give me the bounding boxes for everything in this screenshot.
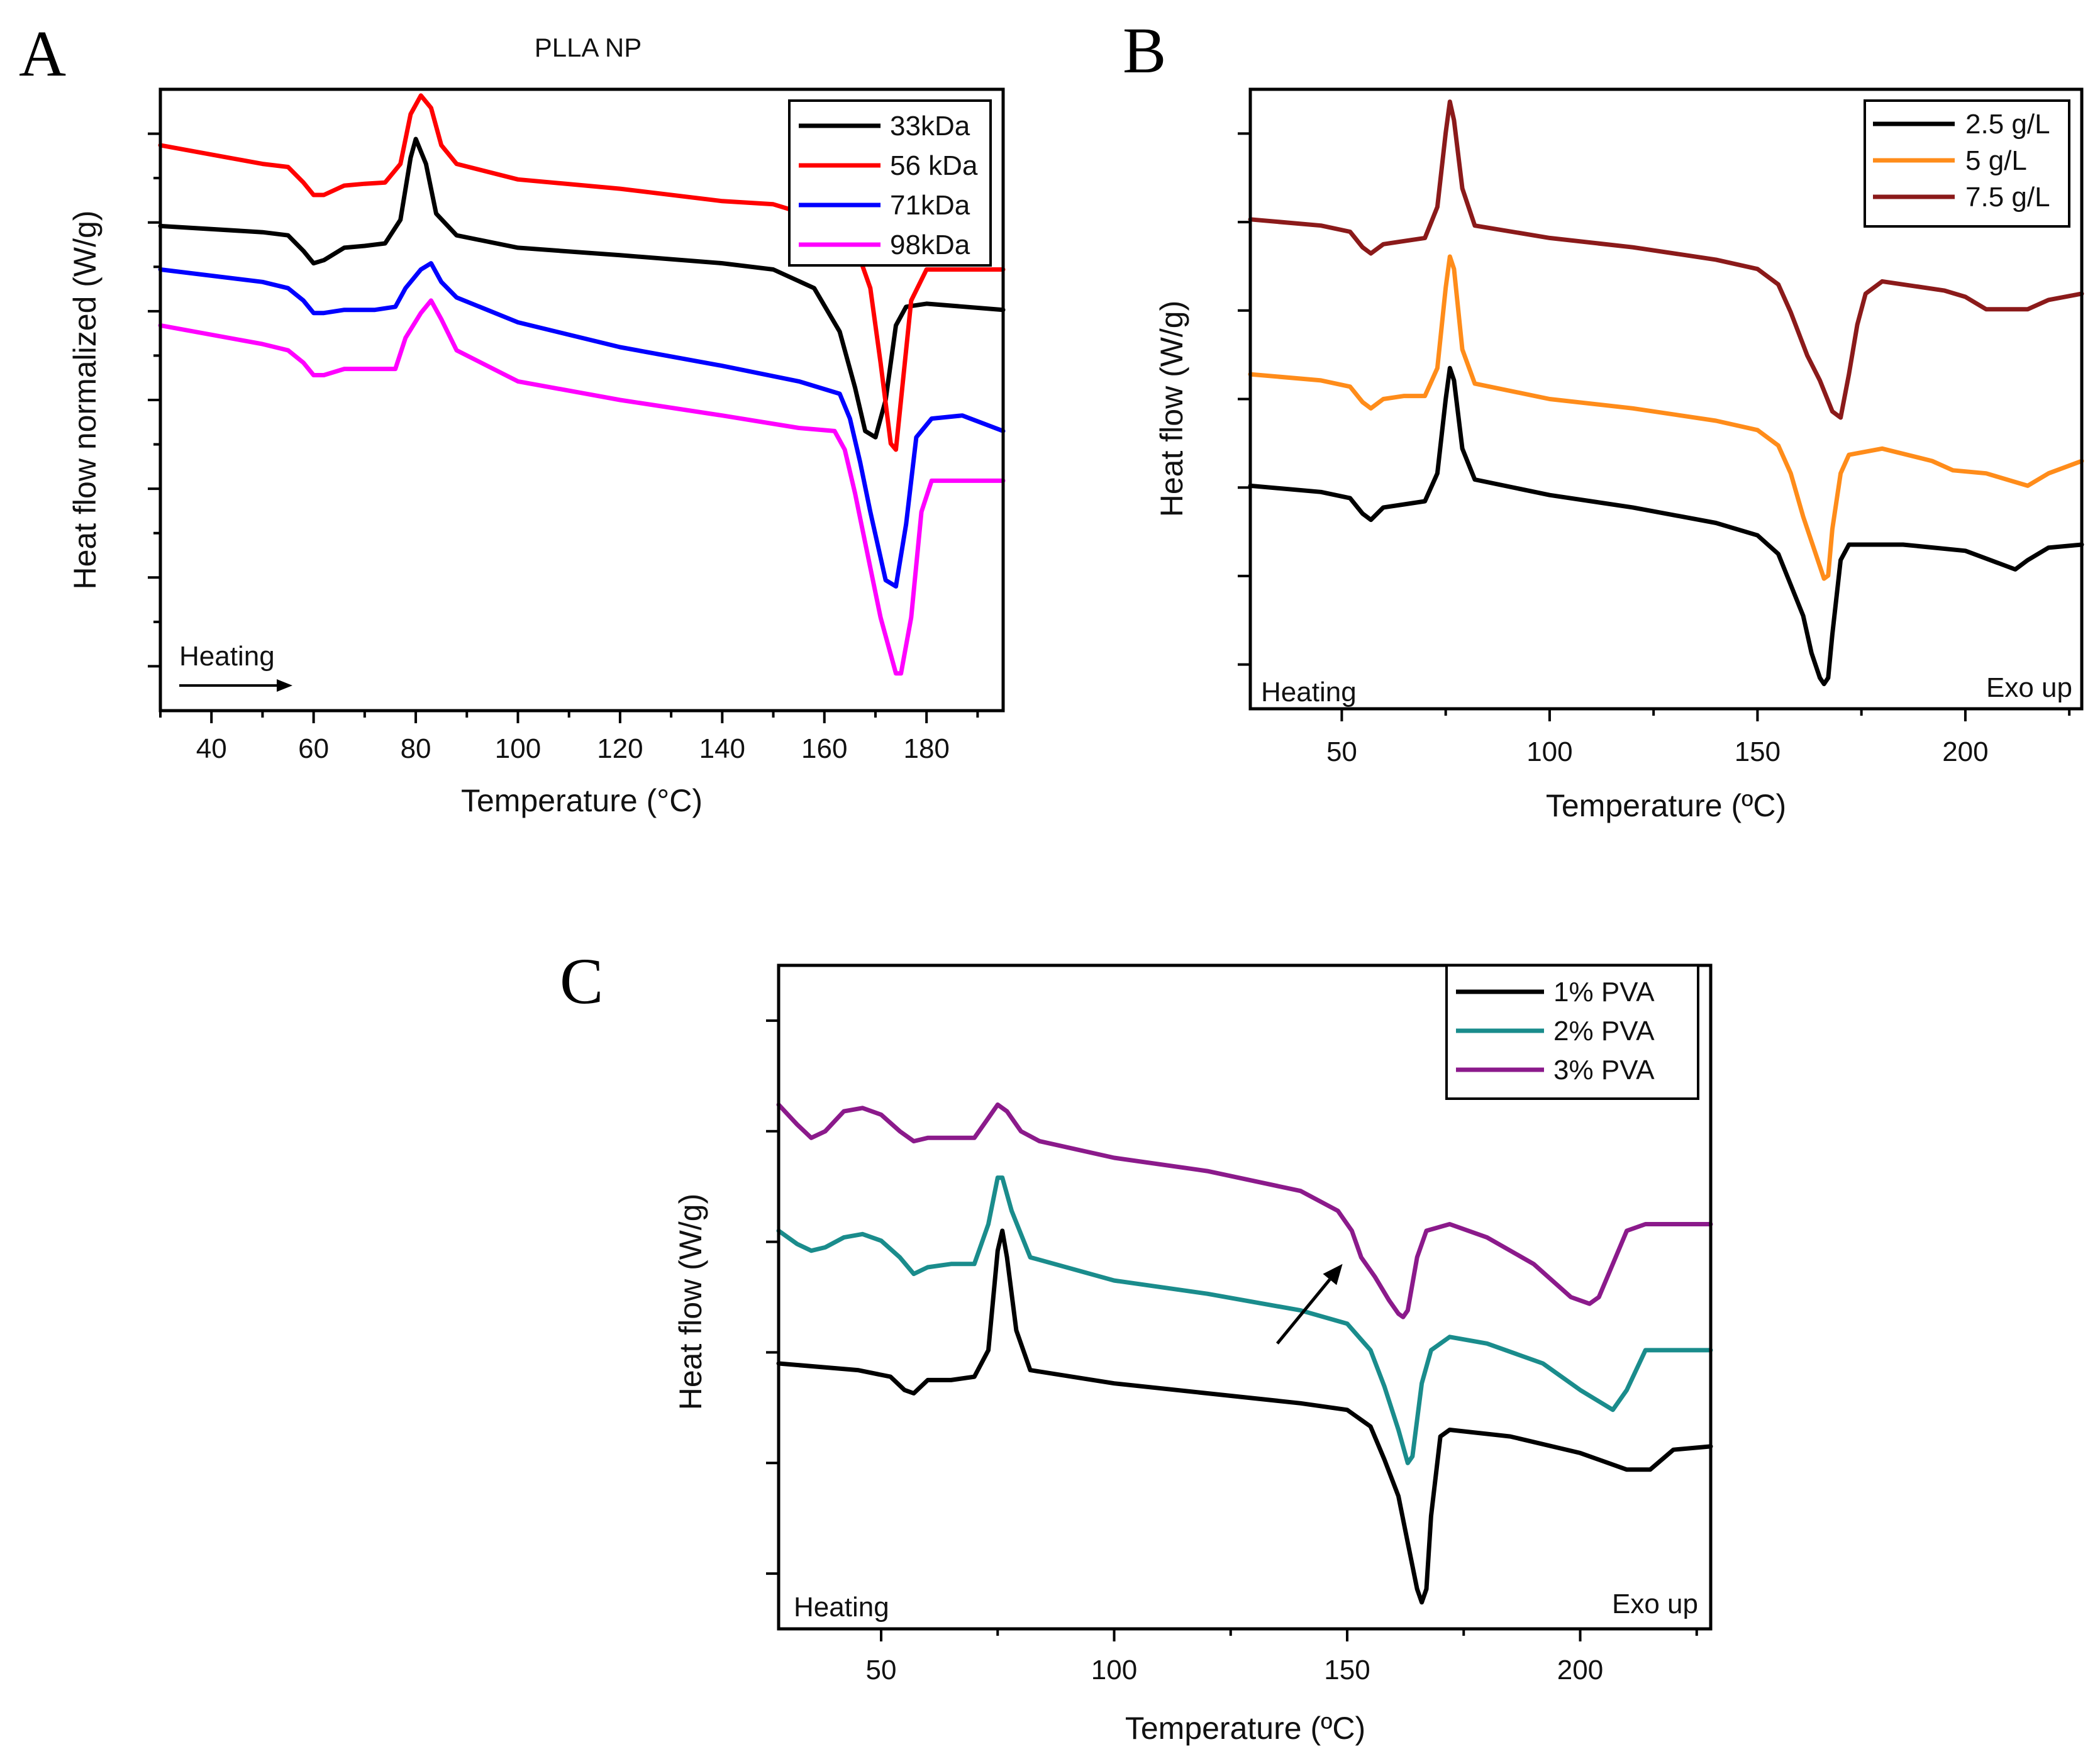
series-line-7-5-g-l [1248, 99, 2084, 420]
series-line-98kda [158, 298, 1006, 676]
panel-a-y-axis-label: Heat flow normalized (W/g) [67, 211, 103, 590]
legend-label: 1% PVA [1553, 977, 1655, 1007]
x-tick-label: 50 [866, 1655, 897, 1685]
panel-c-heating-note: Heating [794, 1592, 889, 1623]
panel-c-ticks [766, 1019, 1698, 1641]
panel-c-letter: C [560, 945, 603, 1018]
panel-a-plot-frame [158, 87, 1005, 713]
panel-a-series [158, 93, 1006, 676]
panel-a-legend: 33kDa 56 kDa 71kDa 98kDa [788, 99, 992, 267]
panel-c-plot-frame [777, 963, 1713, 1631]
panel-a-heating-arrow [179, 679, 292, 692]
series-line-71kda [158, 261, 1006, 589]
panel-a-heating-note: Heating [179, 641, 275, 672]
panel-a-xtick-labels: 40 60 80 100 120 140 160 180 [196, 733, 950, 764]
legend-label: 7.5 g/L [1965, 182, 2050, 213]
panel-c-y-axis-label: Heat flow (W/g) [673, 1194, 708, 1411]
x-tick-label: 60 [298, 733, 329, 764]
x-tick-label: 160 [801, 733, 847, 764]
series-line-5-g-l [1248, 254, 2084, 581]
x-tick-label: 140 [699, 733, 745, 764]
series-line-3-pva [776, 1102, 1713, 1319]
x-tick-label: 150 [1324, 1655, 1370, 1685]
x-tick-label: 200 [1942, 736, 1988, 767]
legend-label: 2.5 g/L [1965, 109, 2050, 140]
series-line-2-pva [776, 1175, 1713, 1465]
x-tick-label: 200 [1557, 1655, 1603, 1685]
x-tick-label: 50 [1326, 736, 1357, 767]
panel-a-x-axis-label: Temperature (°C) [461, 783, 703, 818]
legend-label: 71kDa [890, 190, 970, 221]
x-tick-label: 100 [1526, 736, 1572, 767]
panel-b-exo-up-note: Exo up [1986, 672, 2072, 703]
legend-label: 98kDa [890, 230, 970, 260]
x-tick-label: 150 [1735, 736, 1781, 767]
x-tick-label: 180 [903, 733, 949, 764]
series-line-2-5-g-l [1248, 365, 2084, 687]
panel-b-ticks [1238, 132, 2071, 721]
panel-b: B 50 100 150 200 Temperature (ºC) Heat flow… [1123, 14, 2084, 823]
series-line-1-pva [776, 1228, 1713, 1605]
panel-b-letter: B [1123, 14, 1166, 87]
panel-a: A PLLA NP 40 60 80 100 120 140 160 180 Temperat… [19, 18, 1006, 818]
panel-c-legend: 1% PVA 2% PVA 3% PVA [1445, 964, 1699, 1100]
panel-b-plot-frame [1248, 87, 2084, 711]
legend-label: 33kDa [890, 111, 970, 142]
panel-c-exo-up-note: Exo up [1612, 1589, 1698, 1619]
series-line-33kda [158, 136, 1006, 440]
panel-b-x-axis-label: Temperature (ºC) [1546, 788, 1786, 823]
panel-b-heating-note: Heating [1261, 677, 1357, 708]
panel-b-series [1248, 99, 2084, 687]
panel-b-xtick-labels: 50 100 150 200 [1326, 736, 1989, 767]
panel-c-xtick-labels: 50 100 150 200 [866, 1655, 1604, 1685]
series-line-56-kda [158, 93, 1006, 452]
legend-label: 5 g/L [1965, 145, 2027, 176]
x-tick-label: 100 [1091, 1655, 1137, 1685]
panel-c-x-axis-label: Temperature (ºC) [1125, 1711, 1365, 1746]
x-tick-label: 100 [495, 733, 541, 764]
legend-label: 2% PVA [1553, 1016, 1655, 1046]
x-tick-label: 40 [196, 733, 227, 764]
panel-b-legend: 2.5 g/L 5 g/L 7.5 g/L [1864, 99, 2070, 228]
legend-label: 56 kDa [890, 150, 978, 181]
legend-label: 3% PVA [1553, 1055, 1655, 1085]
panel-a-title: PLLA NP [535, 33, 642, 62]
panel-b-legend-box [1864, 99, 2070, 228]
x-tick-label: 80 [401, 733, 431, 764]
panel-a-legend-box [788, 99, 992, 267]
panel-c: C 50 100 150 200 Temperature (ºC) Heat flow… [560, 945, 1713, 1746]
x-tick-label: 120 [597, 733, 643, 764]
panel-c-shoulder-arrow [1275, 1263, 1343, 1345]
panel-c-series [776, 1102, 1713, 1605]
panel-a-letter: A [19, 18, 66, 90]
panel-b-y-axis-label: Heat flow (W/g) [1154, 301, 1189, 518]
